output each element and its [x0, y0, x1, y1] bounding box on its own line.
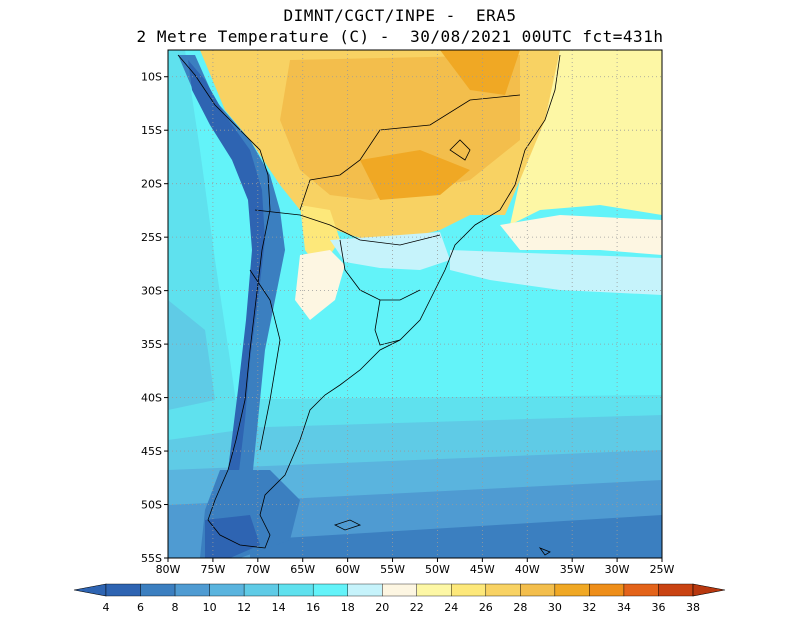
lat-tick-label: 15S [141, 124, 162, 137]
lat-tick-label: 10S [141, 71, 162, 84]
colorbar-swatch [243, 583, 279, 597]
lat-tick-label: 50S [141, 499, 162, 512]
colorbar-level-label: 38 [686, 601, 700, 614]
lat-lon-grid [168, 50, 662, 558]
lon-tick-label: 45W [470, 563, 495, 576]
colorbar-swatch [312, 583, 348, 597]
colorbar-swatch [485, 583, 521, 597]
colorbar-high-arrow [692, 583, 726, 597]
lat-tick-label: 20S [141, 178, 162, 191]
colorbar-level-label: 8 [172, 601, 179, 614]
colorbar-swatch [554, 583, 590, 597]
colorbar-swatch [382, 583, 417, 597]
colorbar-level-label: 22 [410, 601, 424, 614]
colorbar: 4 6 8 10 12 14 16 18 20 22 24 26 28 30 32 34 36 38 [73, 583, 726, 614]
lat-tick-label: 25S [141, 231, 162, 244]
colorbar-level-label: 34 [617, 601, 631, 614]
lat-tick-label: 40S [141, 392, 162, 405]
colorbar-swatch [347, 583, 383, 597]
colorbar-swatch [623, 583, 659, 597]
colorbar-level-label: 26 [479, 601, 493, 614]
latitude-axis: 10S 15S 20S 25S 30S 35S 40S 45S 50S 55S [141, 71, 168, 565]
colorbar-level-label: 6 [137, 601, 144, 614]
temperature-field [168, 50, 662, 558]
colorbar-level-label: 20 [375, 601, 389, 614]
lon-tick-label: 55W [380, 563, 405, 576]
lon-tick-label: 65W [290, 563, 315, 576]
lat-tick-label: 55S [141, 552, 162, 565]
colorbar-level-label: 28 [513, 601, 527, 614]
colorbar-level-label: 16 [306, 601, 320, 614]
lon-tick-label: 25W [650, 563, 675, 576]
map-title-line2: 2 Metre Temperature (C) - 30/08/2021 00U… [136, 27, 664, 46]
lon-tick-label: 30W [605, 563, 630, 576]
lon-tick-label: 50W [425, 563, 450, 576]
lon-tick-label: 40W [515, 563, 540, 576]
colorbar-swatch [140, 583, 176, 597]
colorbar-level-label: 12 [237, 601, 251, 614]
colorbar-level-label: 4 [103, 601, 110, 614]
colorbar-level-label: 14 [272, 601, 286, 614]
colorbar-level-label: 18 [341, 601, 355, 614]
lon-tick-label: 80W [156, 563, 181, 576]
lat-tick-label: 30S [141, 285, 162, 298]
colorbar-level-label: 24 [444, 601, 458, 614]
colorbar-swatch [416, 583, 452, 597]
colorbar-swatch [520, 583, 556, 597]
longitude-axis: 80W 75W 70W 65W 60W 55W 50W 45W 40W 35W 30W 25W [156, 558, 675, 576]
lon-tick-label: 70W [245, 563, 270, 576]
lon-tick-label: 60W [335, 563, 360, 576]
lat-tick-label: 35S [141, 338, 162, 351]
colorbar-level-label: 36 [651, 601, 665, 614]
colorbar-swatch [451, 583, 487, 597]
colorbar-level-label: 30 [548, 601, 562, 614]
map-frame [167, 49, 663, 559]
colorbar-swatch [278, 583, 314, 597]
coastlines [177, 54, 561, 556]
lon-tick-label: 75W [200, 563, 225, 576]
lon-tick-label: 35W [560, 563, 585, 576]
colorbar-swatch [209, 583, 245, 597]
map-title-line1: DIMNT/CGCT/INPE - ERA5 [283, 6, 517, 25]
colorbar-swatch [174, 583, 210, 597]
colorbar-swatch [105, 583, 141, 597]
colorbar-swatch [589, 583, 625, 597]
colorbar-level-label: 32 [582, 601, 596, 614]
colorbar-swatch [658, 583, 694, 597]
colorbar-level-label: 10 [203, 601, 217, 614]
colorbar-low-arrow [73, 583, 107, 597]
lat-tick-label: 45S [141, 445, 162, 458]
